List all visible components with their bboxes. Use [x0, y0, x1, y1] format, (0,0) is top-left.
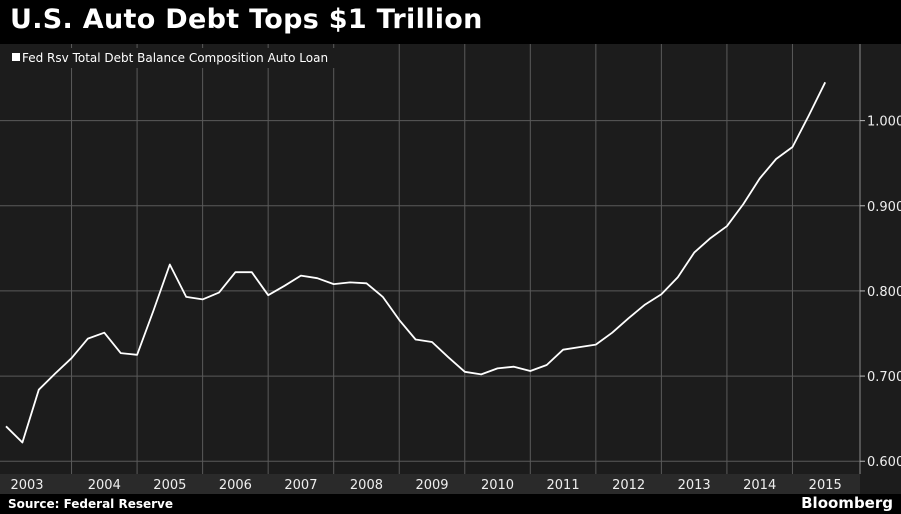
- y-axis: 1.000 0.900 0.800 0.700 0.600: [860, 115, 901, 470]
- y-tick-label: 0.600: [867, 455, 901, 470]
- x-tick-label: 2006: [219, 478, 252, 493]
- legend: Fed Rsv Total Debt Balance Composition A…: [6, 48, 351, 68]
- y-tick-label: 0.900: [867, 200, 901, 215]
- x-tick-label: 2013: [678, 478, 711, 493]
- x-tick-label: 2012: [612, 478, 645, 493]
- legend-label: Fed Rsv Total Debt Balance Composition A…: [22, 51, 328, 65]
- x-tick-label: 2008: [350, 478, 383, 493]
- legend-box: [6, 48, 351, 68]
- x-tick-label: 2004: [88, 478, 121, 493]
- x-tick-label: 2011: [547, 478, 580, 493]
- legend-marker: [12, 53, 20, 61]
- grid-layer: [0, 44, 860, 494]
- x-axis: 2003 2004 2005 2006 2007 2008 2009 2010 2011 2012…: [10, 478, 841, 493]
- x-tick-label: 2009: [415, 478, 448, 493]
- x-tick-label: 2010: [481, 478, 514, 493]
- y-tick-label: 0.700: [867, 370, 901, 385]
- title-bar: U.S. Auto Debt Tops $1 Trillion: [0, 0, 901, 44]
- footer: Source: Federal Reserve Bloomberg: [0, 494, 901, 514]
- x-tick-label: 2003: [10, 478, 43, 493]
- x-tick-label: 2005: [153, 478, 186, 493]
- plot-background: [0, 44, 901, 494]
- source-note: Source: Federal Reserve: [8, 497, 173, 511]
- series-line-auto-loan: [5, 81, 827, 444]
- x-axis-band: [0, 474, 860, 494]
- y-tick-label: 1.000: [867, 115, 901, 130]
- x-tick-label: 2015: [809, 478, 842, 493]
- chart-canvas: 2003 2004 2005 2006 2007 2008 2009 2010 2011 2012…: [0, 44, 901, 494]
- x-tick-label: 2007: [284, 478, 317, 493]
- chart-title: U.S. Auto Debt Tops $1 Trillion: [10, 4, 483, 35]
- y-tick-label: 0.800: [867, 285, 901, 300]
- bloomberg-logo: Bloomberg: [801, 494, 893, 512]
- x-tick-label: 2014: [743, 478, 776, 493]
